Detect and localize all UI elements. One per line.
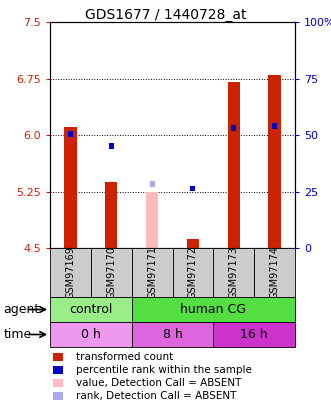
Bar <box>213 248 254 297</box>
Bar <box>150 181 155 187</box>
Text: control: control <box>69 303 113 316</box>
Text: GSM97173: GSM97173 <box>229 246 239 299</box>
Bar <box>190 185 195 191</box>
Bar <box>64 128 76 248</box>
Bar <box>50 322 132 347</box>
Text: human CG: human CG <box>180 303 246 316</box>
Bar <box>50 297 132 322</box>
Bar <box>68 131 73 137</box>
Bar <box>272 123 277 129</box>
Text: GSM97174: GSM97174 <box>269 246 280 299</box>
Text: GSM97172: GSM97172 <box>188 246 198 299</box>
Text: agent: agent <box>3 303 40 316</box>
Bar <box>132 248 172 297</box>
Text: GDS1677 / 1440728_at: GDS1677 / 1440728_at <box>85 8 246 22</box>
Bar <box>132 322 213 347</box>
Text: 8 h: 8 h <box>163 328 182 341</box>
Bar <box>254 248 295 297</box>
Text: GSM97169: GSM97169 <box>66 246 75 299</box>
Bar <box>268 75 281 248</box>
Bar <box>231 126 236 131</box>
Bar <box>172 248 213 297</box>
Text: time: time <box>3 328 31 341</box>
Text: 0 h: 0 h <box>81 328 101 341</box>
Text: value, Detection Call = ABSENT: value, Detection Call = ABSENT <box>76 378 242 388</box>
Bar <box>146 192 158 248</box>
Bar <box>228 82 240 248</box>
Text: 16 h: 16 h <box>240 328 268 341</box>
Text: GSM97171: GSM97171 <box>147 246 157 299</box>
Bar <box>109 143 114 149</box>
Bar <box>91 248 132 297</box>
Text: percentile rank within the sample: percentile rank within the sample <box>76 365 252 375</box>
Text: rank, Detection Call = ABSENT: rank, Detection Call = ABSENT <box>76 391 237 401</box>
Bar <box>187 239 199 248</box>
Bar <box>213 322 295 347</box>
Bar <box>50 248 91 297</box>
Bar <box>105 182 118 248</box>
Text: GSM97170: GSM97170 <box>106 246 116 299</box>
Bar <box>132 297 295 322</box>
Text: transformed count: transformed count <box>76 352 173 362</box>
